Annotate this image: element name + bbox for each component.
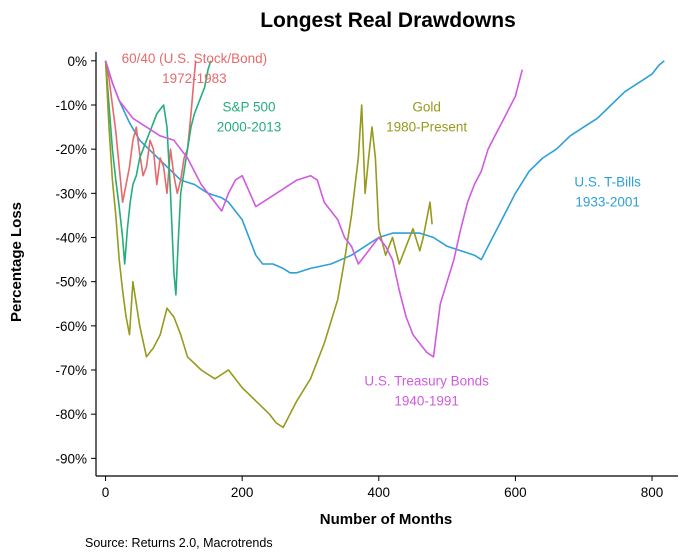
x-ticks: 0 200 400 600 800 [102,476,664,500]
series-label-name: 60/40 (U.S. Stock/Bond) [122,51,268,66]
y-tick-label: -20% [55,142,87,157]
y-tick-label: -30% [55,186,87,201]
series-label-years: 1940-1991 [394,393,459,408]
x-tick-label: 200 [231,485,254,500]
y-tick-label: -70% [55,363,87,378]
y-tick-label: -40% [55,231,87,246]
source-note: Source: Returns 2.0, Macrotrends [85,536,273,550]
x-axis-label: Number of Months [320,511,453,528]
series-label-years: 2000-2013 [217,120,282,135]
x-tick-label: 0 [102,485,110,500]
series-label-s-p-500: S&P 500 2000-2013 [217,100,282,135]
chart-title: Longest Real Drawdowns [260,9,516,32]
series-line-u-s-t-bills [104,60,665,274]
y-tick-label: -10% [55,98,87,113]
y-tick-label: -60% [55,319,87,334]
axes: 0% -10% -20% -30% -40% -50% -60% -70% -80% -90% 0… [55,52,678,500]
series-label-years: 1980-Present [386,120,467,135]
x-tick-label: 800 [641,485,664,500]
x-tick-label: 600 [504,485,527,500]
y-axis-label: Percentage Loss [8,202,25,322]
series-label-name: S&P 500 [222,100,275,115]
series-label-name: Gold [412,100,441,115]
x-tick-label: 400 [368,485,391,500]
y-ticks: 0% -10% -20% -30% -40% -50% -60% -70% -80% -90% [55,54,96,466]
y-tick-label: -90% [55,451,87,466]
series-lines [104,60,665,429]
series-label-u-s-t-bills: U.S. T-Bills 1933-2001 [574,175,641,210]
series-line-u-s-treasury-bonds [104,60,524,358]
y-tick-label: -50% [55,275,87,290]
series-label-gold: Gold 1980-Present [386,100,467,135]
series-line-s-p-500 [104,60,212,296]
series-line-gold [104,60,433,429]
series-label-name: U.S. T-Bills [574,175,641,190]
series-label-u-s-treasury-bonds: U.S. Treasury Bonds 1940-1991 [364,373,489,408]
series-label-years: 1972-1983 [162,71,227,86]
series-label-name: U.S. Treasury Bonds [364,373,489,388]
series-labels: 60/40 (U.S. Stock/Bond) 1972-1983 S&P 500 2… [122,51,642,408]
y-tick-label: -80% [55,407,87,422]
y-tick-label: 0% [67,54,87,69]
series-label-60-40-u-s-stock-bond: 60/40 (U.S. Stock/Bond) 1972-1983 [122,51,268,86]
series-label-years: 1933-2001 [575,195,640,210]
series-line-60-40-u-s-stock-bond [104,60,197,203]
